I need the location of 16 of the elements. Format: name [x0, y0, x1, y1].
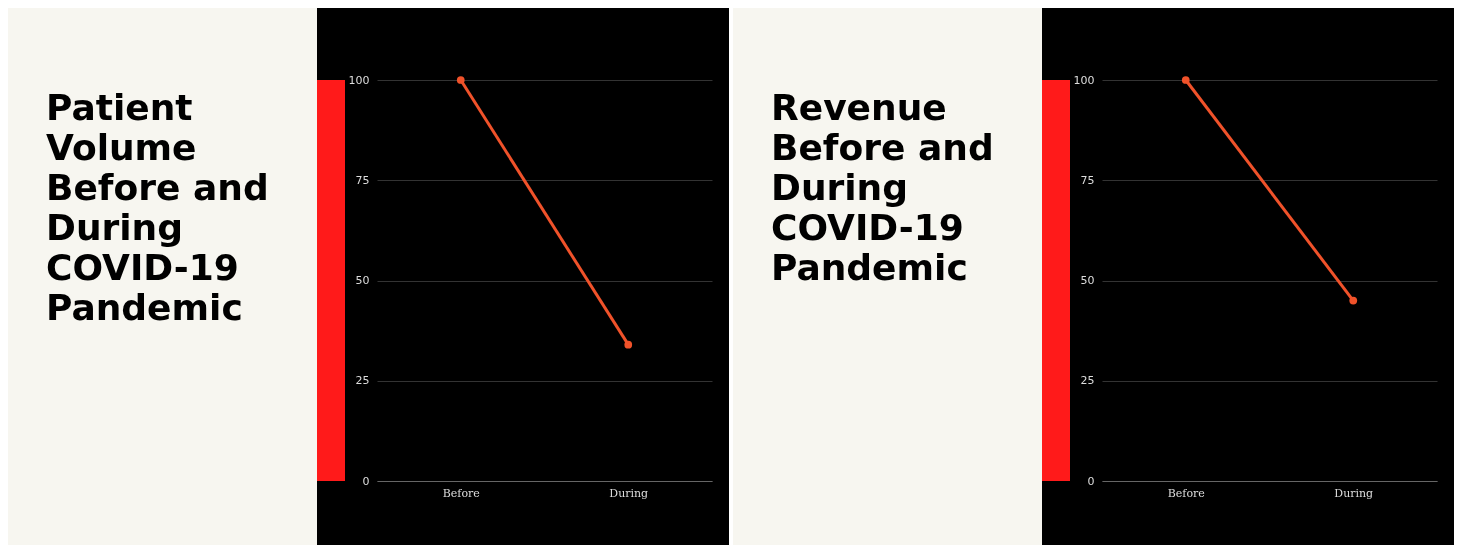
y-tick-label: 50: [1080, 274, 1095, 287]
y-tick-label: 75: [355, 173, 370, 187]
x-tick-label: Before: [1167, 486, 1205, 500]
y-tick-label: 100: [348, 73, 370, 87]
y-tick-label: 100: [1073, 73, 1095, 87]
y-tick-label: 25: [1080, 374, 1095, 388]
text: Patient Volume Before and During COVID-19 Pandemic: [8, 8, 317, 545]
x-tick-label: During: [1334, 486, 1374, 500]
y-tick-label: 75: [1080, 173, 1095, 187]
y-tick-label: 50: [355, 274, 370, 287]
x-tick-label: During: [609, 486, 649, 500]
y-tick-label: 25: [355, 374, 370, 388]
y-tick-label: 0: [362, 474, 370, 488]
x-tick-label: Before: [442, 486, 480, 500]
text: Revenue Before and During COVID-19 Pandemic: [733, 8, 1042, 545]
y-tick-label: 0: [1087, 474, 1095, 488]
